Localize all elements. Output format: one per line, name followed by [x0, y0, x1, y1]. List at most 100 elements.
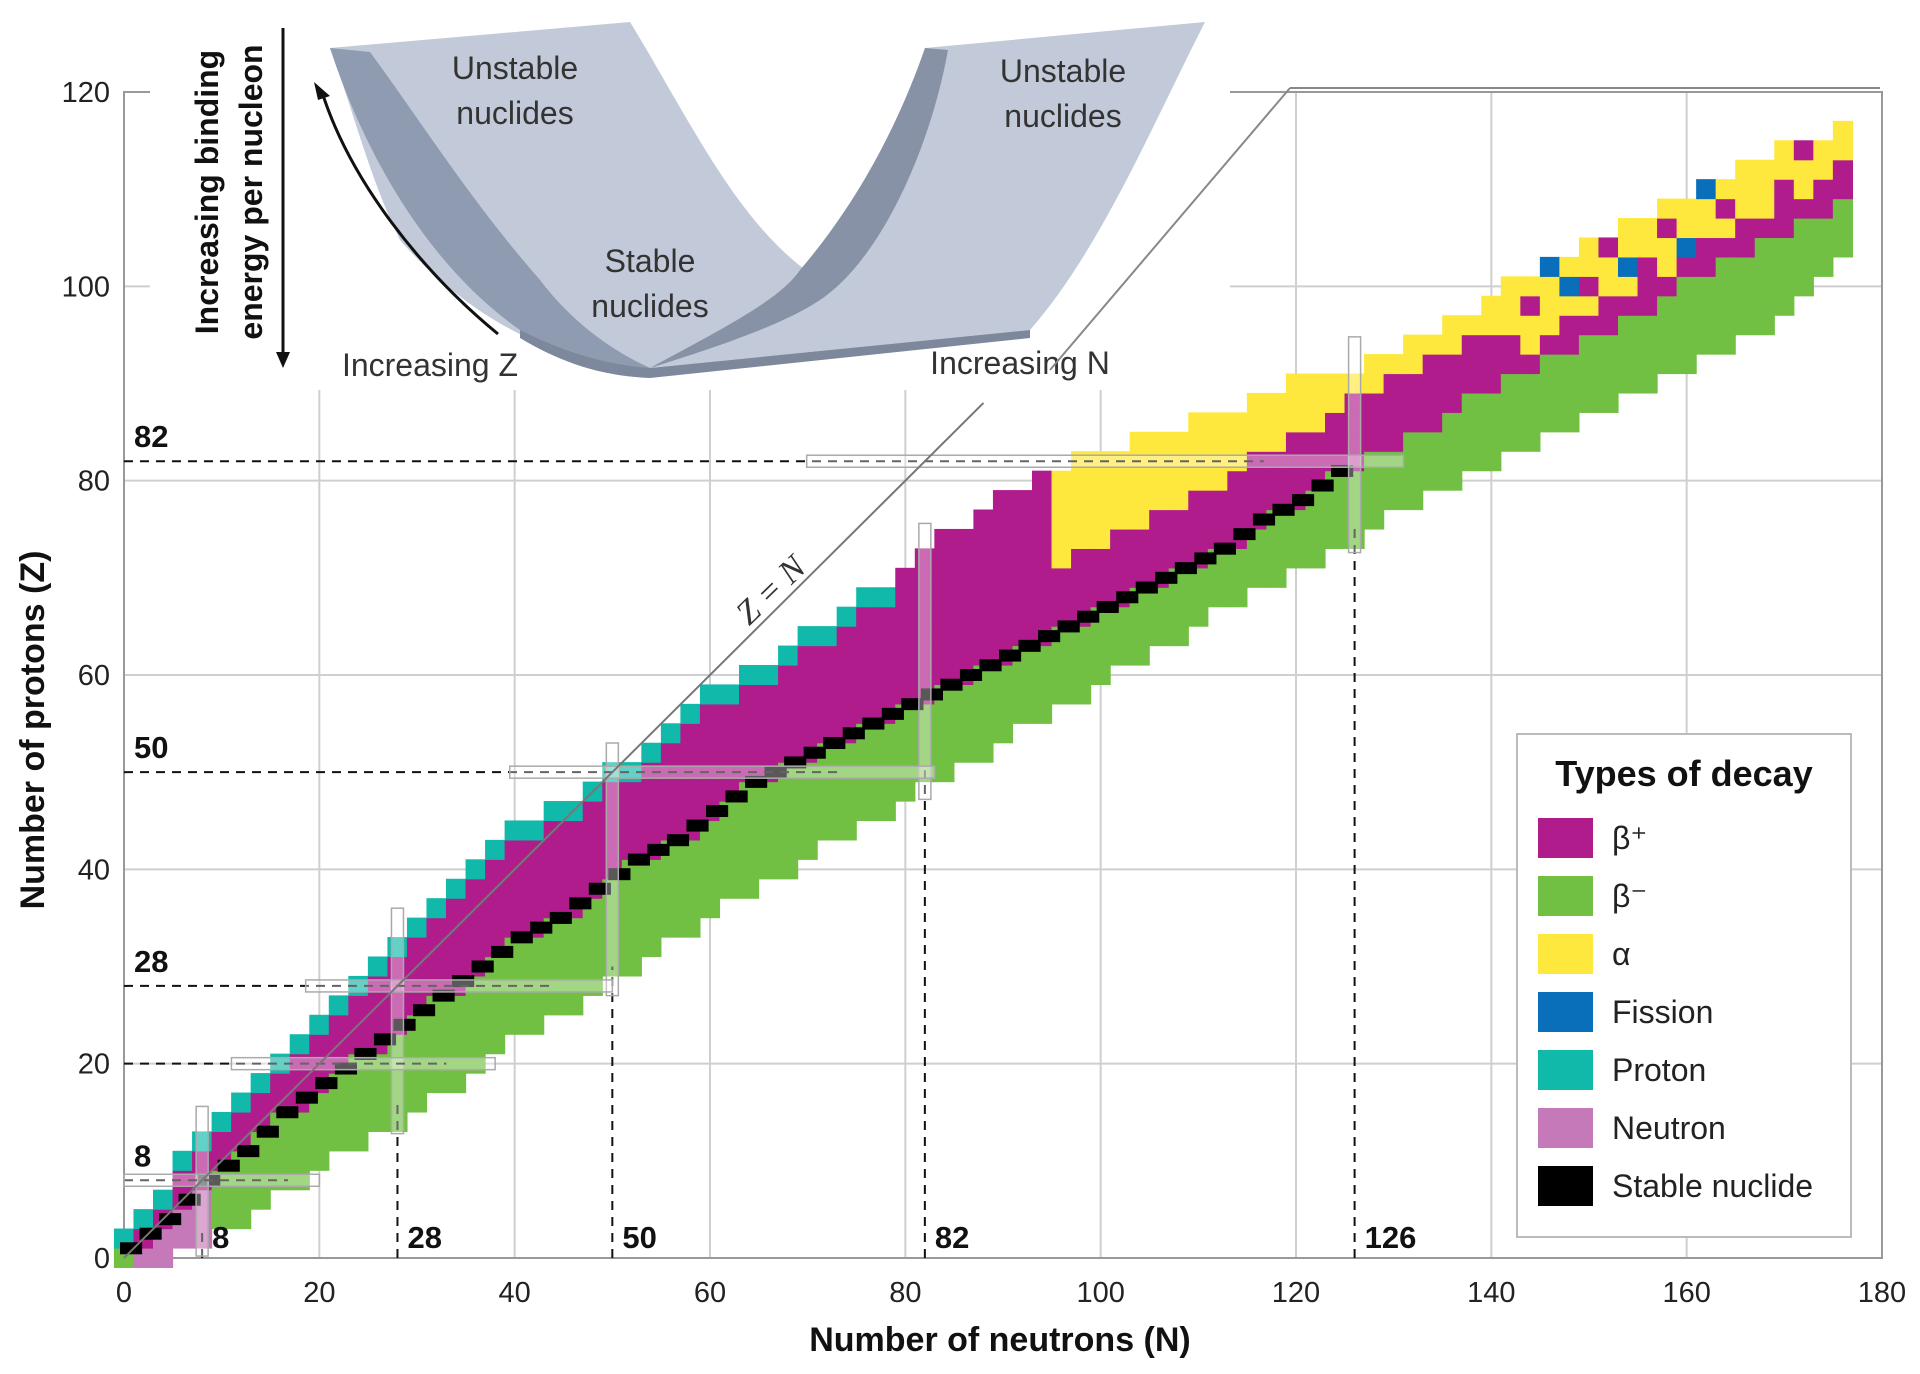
nuclide-cell	[1266, 451, 1287, 472]
nuclide-cell	[641, 742, 662, 763]
stable-nuclide-mark	[862, 717, 885, 730]
nuclide-cell	[1129, 626, 1150, 647]
nuclide-cell	[1832, 179, 1853, 200]
nuclide-cell	[250, 1092, 271, 1113]
nuclide-cell	[778, 645, 799, 666]
legend: Types of decay β⁺ β⁻ α Fission Proton Neutron…	[1516, 733, 1852, 1238]
nuclide-cell	[641, 762, 662, 783]
nuclide-cell	[992, 703, 1014, 724]
nuclide-cell	[699, 723, 721, 744]
nuclide-cell	[1774, 256, 1795, 277]
nuclide-cell	[211, 1209, 232, 1230]
nuclide-cell	[1266, 528, 1287, 549]
nuclide-cell	[875, 626, 896, 647]
nuclide-cell	[1325, 412, 1346, 433]
nuclide-cell	[367, 956, 388, 977]
nuclide-cell	[1168, 606, 1189, 627]
nuclide-cell	[270, 1073, 291, 1094]
nuclide-cell	[1032, 606, 1053, 627]
legend-label: Neutron	[1612, 1110, 1726, 1146]
x-tick-label: 160	[1662, 1277, 1710, 1309]
nuclide-cell	[1032, 548, 1053, 569]
nuclide-cell	[1090, 528, 1111, 549]
left-unstable-label-2: nuclides	[456, 95, 573, 131]
nuclide-cell	[1774, 276, 1795, 297]
nuclide-cell	[1715, 237, 1736, 258]
nuclide-cell	[856, 781, 877, 802]
nuclide-cell	[1618, 315, 1639, 336]
nuclide-cell	[1500, 431, 1521, 452]
nuclide-cell	[739, 703, 760, 724]
nuclide-cell	[817, 684, 838, 705]
nuclide-cell	[1422, 451, 1443, 472]
nuclide-cell	[1461, 315, 1482, 336]
nuclide-cell	[797, 839, 818, 860]
nuclide-cell	[1637, 237, 1658, 258]
nuclide-cell	[309, 1014, 330, 1035]
nuclide-cell	[1285, 431, 1307, 452]
nuclide-cell	[1735, 256, 1756, 277]
y-axis-title: Number of protons (Z)	[14, 551, 52, 910]
nuclide-cell	[1657, 237, 1678, 258]
nuclide-cell	[1715, 276, 1736, 297]
nuclide-cell	[1403, 354, 1424, 375]
nuclide-cell	[856, 664, 877, 686]
nuclide-cell	[1520, 412, 1541, 433]
nuclide-cell	[192, 1150, 213, 1171]
nuclide-cell	[1383, 412, 1404, 433]
nuclide-cell	[836, 626, 857, 647]
nuclide-cell	[1149, 606, 1170, 627]
nuclide-cell	[856, 742, 877, 763]
nuclide-cell	[778, 801, 799, 822]
nuclide-cell	[1090, 626, 1111, 647]
nuclide-cell	[1461, 334, 1482, 355]
nuclide-cell	[1227, 470, 1248, 491]
nuclide-cell	[660, 801, 681, 822]
nuclide-cell	[1676, 218, 1697, 239]
nuclide-cell	[856, 645, 877, 666]
nuclide-cell	[1422, 431, 1443, 452]
nuclide-cell	[231, 1189, 252, 1210]
stable-nuclide-mark	[256, 1125, 279, 1138]
nuclide-cell	[1403, 334, 1424, 355]
nuclide-cell	[1071, 567, 1092, 588]
nuclide-cell	[739, 820, 760, 841]
nuclide-cell	[1618, 237, 1639, 258]
nuclide-cell	[1383, 354, 1404, 375]
nuclide-cell	[778, 703, 799, 724]
nuclide-cell	[1735, 198, 1756, 219]
legend-title: Types of decay	[1555, 753, 1812, 794]
stable-nuclide-mark	[725, 790, 748, 803]
nuclide-cell	[1032, 470, 1053, 491]
nuclide-cell	[446, 898, 467, 919]
nuclide-cell	[1637, 276, 1658, 297]
stable-nuclide-mark	[1233, 528, 1256, 541]
stable-nuclide-mark	[627, 853, 650, 866]
nuclide-cell	[1305, 548, 1326, 569]
stable-nuclide-mark	[666, 834, 690, 847]
stable-nuclide-mark	[276, 1106, 299, 1119]
nuclide-cell	[465, 878, 486, 899]
nuclide-cell	[1168, 626, 1189, 647]
x-tick-label: 0	[116, 1277, 132, 1309]
nuclide-cell	[1207, 587, 1228, 608]
nuclide-cell	[1539, 354, 1560, 375]
nuclide-cell	[641, 937, 662, 958]
nuclide-cell	[973, 567, 994, 588]
legend-swatch	[1538, 1050, 1593, 1090]
nuclide-cell	[895, 567, 916, 588]
nuclide-cell	[739, 742, 760, 763]
legend-label: β⁺	[1612, 820, 1647, 856]
nuclide-cell	[1364, 412, 1385, 433]
nuclide-cell	[1481, 315, 1502, 336]
nuclide-cell	[1715, 198, 1736, 219]
nuclide-cell	[1285, 548, 1307, 569]
nuclide-cell	[270, 1053, 291, 1074]
nuclide-cell	[1481, 295, 1502, 316]
nuclide-cell	[1032, 587, 1053, 608]
nuclide-cell	[1598, 392, 1619, 413]
nuclide-cell	[914, 742, 935, 763]
nuclide-cell	[797, 723, 818, 744]
nuclide-cell	[875, 781, 896, 802]
nuclide-cell	[1539, 373, 1560, 394]
